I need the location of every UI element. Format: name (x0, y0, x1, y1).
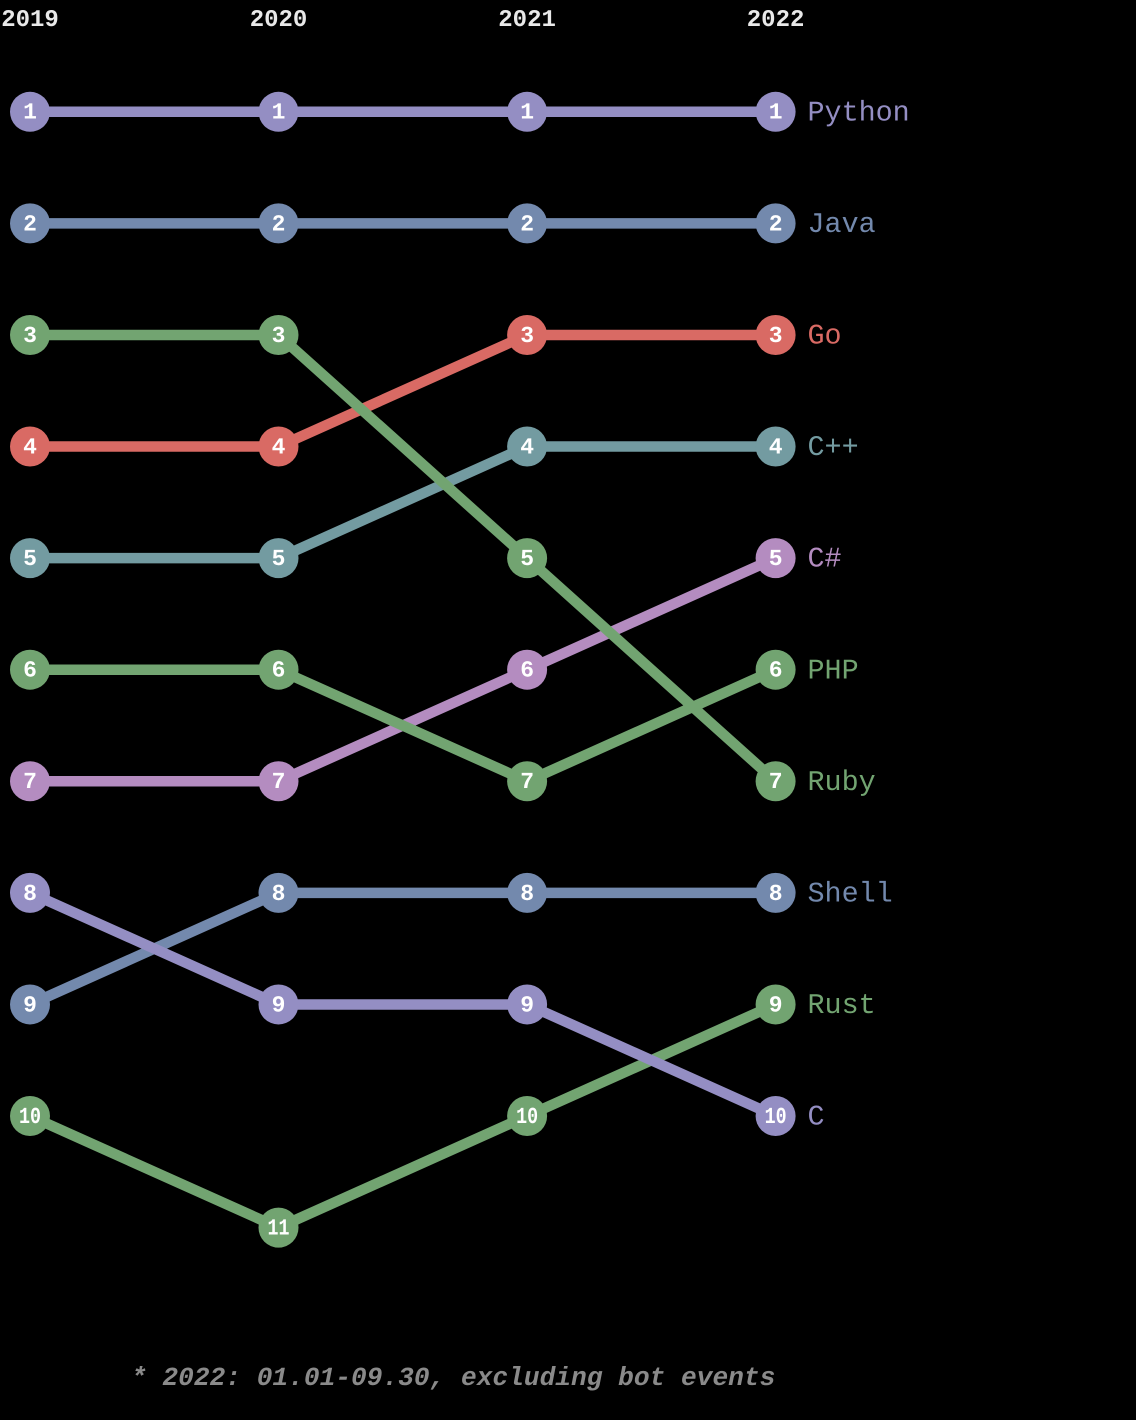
svg-text:3: 3 (272, 323, 286, 349)
svg-text:1: 1 (272, 100, 286, 126)
svg-text:Ruby: Ruby (808, 766, 876, 799)
svg-text:1: 1 (23, 100, 37, 126)
svg-text:1: 1 (769, 100, 783, 126)
svg-text:5: 5 (520, 546, 534, 572)
svg-text:Python: Python (808, 96, 910, 129)
svg-text:11: 11 (268, 1216, 290, 1242)
svg-text:Java: Java (808, 208, 876, 241)
svg-text:2: 2 (520, 211, 534, 237)
svg-text:10: 10 (516, 1104, 538, 1130)
svg-text:4: 4 (272, 434, 286, 460)
svg-text:10: 10 (19, 1104, 41, 1130)
svg-text:8: 8 (272, 881, 286, 907)
svg-text:5: 5 (272, 546, 286, 572)
svg-text:2022: 2022 (747, 7, 805, 34)
svg-text:C#: C# (808, 543, 842, 576)
svg-text:8: 8 (23, 881, 37, 907)
svg-text:6: 6 (272, 658, 286, 684)
svg-text:4: 4 (769, 434, 783, 460)
svg-text:8: 8 (520, 881, 534, 907)
svg-text:2019: 2019 (1, 7, 59, 34)
svg-text:9: 9 (769, 992, 783, 1018)
svg-text:3: 3 (23, 323, 37, 349)
svg-text:7: 7 (769, 769, 783, 795)
svg-text:6: 6 (769, 658, 783, 684)
svg-text:6: 6 (520, 658, 534, 684)
svg-text:2: 2 (769, 211, 783, 237)
svg-text:8: 8 (769, 881, 783, 907)
svg-text:7: 7 (23, 769, 37, 795)
svg-text:3: 3 (520, 323, 534, 349)
svg-text:Shell: Shell (808, 877, 893, 910)
svg-text:7: 7 (520, 769, 534, 795)
svg-text:9: 9 (520, 992, 534, 1018)
svg-text:PHP: PHP (808, 654, 859, 687)
svg-text:2021: 2021 (498, 7, 556, 34)
svg-text:Rust: Rust (808, 989, 876, 1022)
svg-text:3: 3 (769, 323, 783, 349)
svg-text:2: 2 (23, 211, 37, 237)
svg-text:C: C (808, 1101, 825, 1134)
svg-text:5: 5 (769, 546, 783, 572)
svg-text:1: 1 (520, 100, 534, 126)
svg-text:9: 9 (23, 992, 37, 1018)
svg-text:4: 4 (520, 434, 534, 460)
svg-text:7: 7 (272, 769, 286, 795)
svg-text:4: 4 (23, 434, 37, 460)
svg-text:Go: Go (808, 320, 842, 353)
svg-text:10: 10 (765, 1104, 787, 1130)
svg-text:2020: 2020 (250, 7, 308, 34)
svg-text:6: 6 (23, 658, 37, 684)
svg-text:C++: C++ (808, 431, 859, 464)
svg-text:2: 2 (272, 211, 286, 237)
svg-text:5: 5 (23, 546, 37, 572)
svg-text:9: 9 (272, 992, 286, 1018)
svg-text:* 2022: 01.01-09.30, excluding: * 2022: 01.01-09.30, excluding bot event… (131, 1363, 775, 1393)
